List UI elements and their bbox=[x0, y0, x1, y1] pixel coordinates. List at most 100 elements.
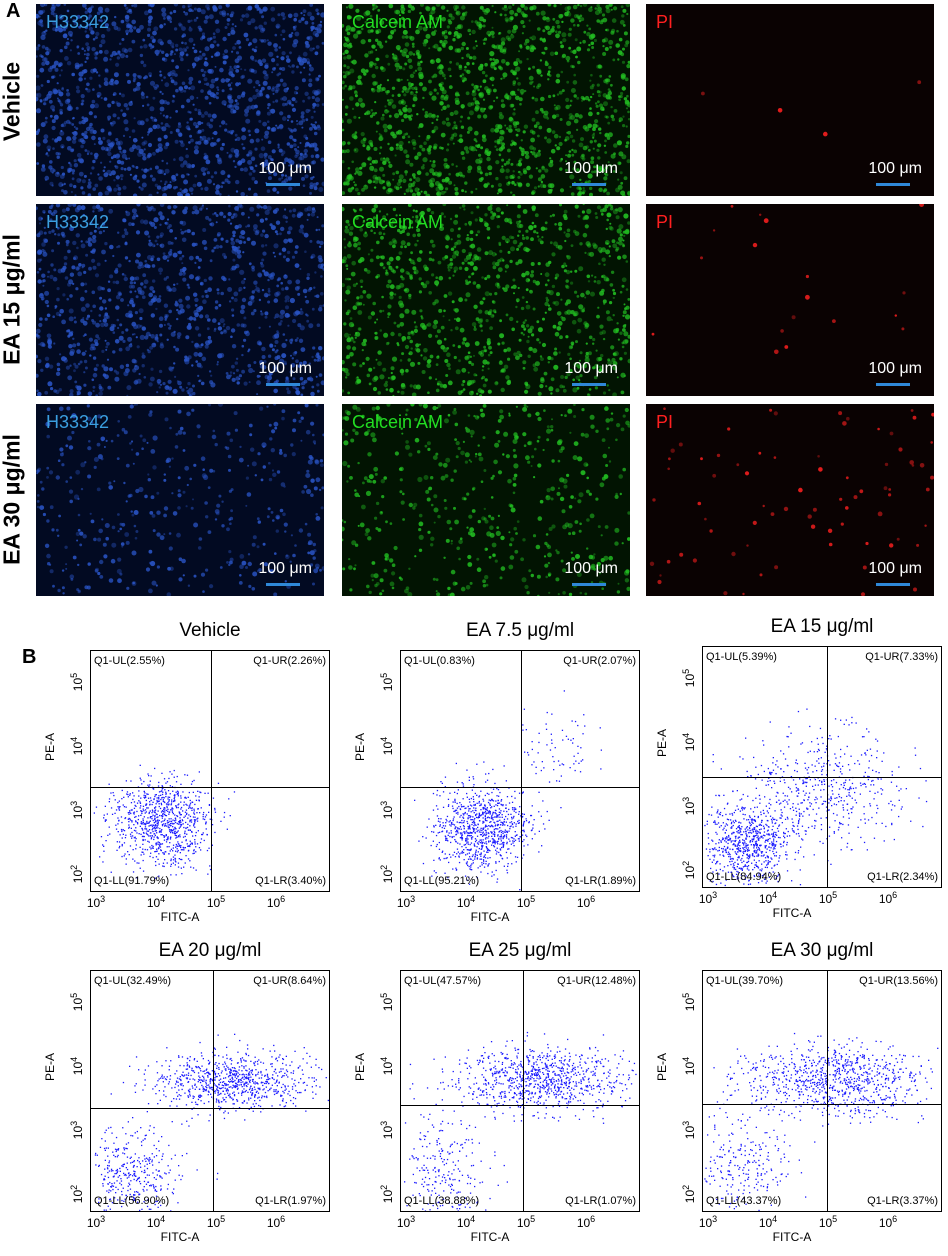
cell-spot bbox=[298, 156, 303, 161]
cell-spot bbox=[462, 388, 466, 391]
cell-spot bbox=[483, 10, 489, 15]
cell-spot bbox=[135, 85, 141, 91]
cell-spot bbox=[345, 356, 349, 360]
cell-spot bbox=[72, 240, 77, 246]
cell-spot bbox=[44, 97, 49, 101]
cell-spot bbox=[627, 190, 630, 196]
cell-spot bbox=[245, 7, 250, 11]
cell-spot bbox=[309, 287, 313, 291]
cell-spot bbox=[370, 229, 373, 232]
cell-spot bbox=[515, 298, 520, 302]
cell-spot bbox=[371, 169, 374, 172]
cell-spot bbox=[399, 186, 402, 189]
cell-spot bbox=[386, 261, 391, 266]
cell-spot bbox=[150, 46, 153, 50]
cell-spot bbox=[445, 245, 449, 249]
cell-spot bbox=[141, 168, 144, 171]
cell-spot bbox=[121, 273, 125, 276]
cell-spot bbox=[289, 160, 295, 166]
cell-spot bbox=[244, 108, 250, 114]
cell-spot bbox=[114, 269, 119, 274]
cell-spot bbox=[159, 99, 165, 105]
cell-spot bbox=[163, 17, 166, 20]
cell-spot bbox=[418, 277, 422, 281]
cell-spot bbox=[84, 333, 87, 336]
cell-spot bbox=[400, 372, 404, 376]
cell-spot bbox=[452, 38, 456, 42]
cell-spot bbox=[509, 235, 513, 240]
cell-spot bbox=[302, 288, 308, 294]
cell-spot bbox=[495, 176, 499, 181]
cell-spot bbox=[177, 251, 180, 254]
cell-spot bbox=[402, 67, 406, 71]
cell-spot bbox=[250, 311, 255, 316]
cell-spot bbox=[413, 93, 417, 98]
cell-spot bbox=[627, 221, 630, 225]
cell-spot bbox=[356, 379, 361, 384]
cell-spot bbox=[152, 96, 156, 100]
cell-spot bbox=[404, 42, 410, 47]
cell-spot bbox=[266, 120, 270, 123]
cell-spot bbox=[229, 65, 232, 69]
cell-spot bbox=[133, 324, 139, 330]
cell-spot bbox=[171, 174, 176, 180]
cell-spot bbox=[132, 165, 136, 168]
cell-spot bbox=[469, 237, 474, 242]
cell-spot bbox=[573, 23, 576, 27]
cell-spot bbox=[241, 143, 244, 146]
cell-spot bbox=[582, 232, 588, 238]
cell-spot bbox=[275, 23, 281, 29]
cell-spot bbox=[544, 221, 548, 225]
cell-spot bbox=[209, 83, 215, 89]
cell-spot bbox=[376, 318, 379, 321]
cell-spot bbox=[92, 159, 96, 164]
cell-spot bbox=[82, 317, 85, 319]
cell-spot bbox=[393, 20, 399, 26]
cell-spot bbox=[36, 16, 39, 19]
cell-spot bbox=[354, 149, 357, 151]
cell-spot bbox=[281, 173, 284, 177]
cell-spot bbox=[144, 259, 147, 263]
cell-spot bbox=[412, 266, 417, 271]
cell-spot bbox=[304, 207, 309, 212]
cell-spot bbox=[318, 245, 322, 248]
cell-spot bbox=[342, 360, 345, 365]
cell-spot bbox=[478, 309, 483, 314]
cell-spot bbox=[620, 91, 624, 96]
scale-label: 100 μm bbox=[258, 160, 312, 177]
cell-spot bbox=[477, 143, 481, 147]
cell-spot bbox=[284, 379, 290, 384]
cell-spot bbox=[254, 4, 260, 9]
cell-spot bbox=[479, 394, 483, 396]
cell-spot bbox=[401, 51, 407, 57]
cell-spot bbox=[415, 29, 420, 35]
cell-spot bbox=[447, 268, 451, 272]
cell-spot bbox=[254, 180, 258, 185]
cell-spot bbox=[54, 171, 60, 177]
cell-spot bbox=[394, 57, 398, 60]
cell-spot bbox=[166, 218, 170, 221]
cell-spot bbox=[420, 354, 423, 357]
cell-spot bbox=[197, 266, 201, 269]
cell-spot bbox=[236, 161, 242, 167]
cell-spot bbox=[274, 350, 278, 354]
cell-spot bbox=[501, 142, 506, 146]
cell-spot bbox=[299, 71, 302, 74]
cell-spot bbox=[161, 159, 164, 163]
cell-spot bbox=[615, 215, 620, 220]
cell-spot bbox=[525, 229, 529, 233]
cell-spot bbox=[142, 295, 146, 299]
cell-spot bbox=[495, 381, 499, 385]
cell-spot bbox=[287, 114, 291, 119]
cell-spot bbox=[544, 136, 548, 140]
cell-spot bbox=[230, 328, 236, 333]
cell-spot bbox=[558, 30, 562, 34]
cell-spot bbox=[427, 358, 432, 364]
cell-spot bbox=[90, 309, 93, 313]
cell-spot bbox=[556, 93, 560, 96]
cell-spot bbox=[379, 146, 383, 149]
cell-spot bbox=[609, 283, 614, 287]
cell-spot bbox=[605, 94, 611, 100]
cell-spot bbox=[367, 315, 372, 320]
cell-spot bbox=[313, 358, 317, 362]
